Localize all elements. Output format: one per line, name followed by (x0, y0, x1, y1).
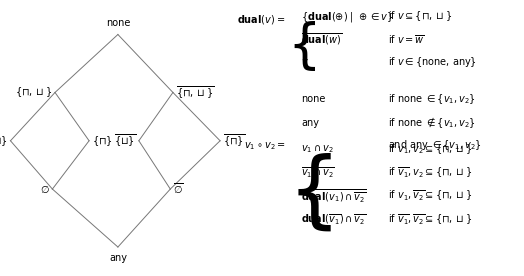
Text: if none $\notin \{v_1, v_2\}$: if none $\notin \{v_1, v_2\}$ (388, 115, 476, 130)
Text: $\overline{\{\sqcap\}}$: $\overline{\{\sqcap\}}$ (223, 132, 245, 149)
Text: $\{\sqcup\}$: $\{\sqcup\}$ (0, 134, 8, 148)
Text: none: none (106, 18, 130, 28)
Text: $v_1 \circ v_2 =$: $v_1 \circ v_2 =$ (244, 140, 286, 152)
Text: $\overline{\mathbf{dual}(v_1) \cap \overline{v_2}}$: $\overline{\mathbf{dual}(v_1) \cap \over… (301, 187, 366, 205)
Text: if $\overline{v_1}, v_2 \subseteq \{\sqcap, \sqcup\}$: if $\overline{v_1}, v_2 \subseteq \{\sqc… (388, 165, 472, 180)
Text: $\{\sqcap\}$: $\{\sqcap\}$ (92, 134, 113, 148)
Text: if $v_1, \overline{v_2} \subseteq \{\sqcap, \sqcup\}$: if $v_1, \overline{v_2} \subseteq \{\sqc… (388, 189, 472, 203)
Text: if $v = \overline{w}$: if $v = \overline{w}$ (388, 33, 425, 46)
Text: if $v \in \{$none, any$\}$: if $v \in \{$none, any$\}$ (388, 55, 477, 69)
Text: $\varnothing$: $\varnothing$ (40, 183, 50, 195)
Text: and any $\in \{v_1, v_2\}$: and any $\in \{v_1, v_2\}$ (388, 139, 482, 152)
Text: $v$: $v$ (301, 57, 309, 67)
Text: any: any (301, 118, 319, 128)
Text: $\left\{\ \right.$: $\left\{\ \right.$ (287, 152, 332, 234)
Text: if $v_1, v_2 \subseteq \{\sqcap, \sqcup\}$: if $v_1, v_2 \subseteq \{\sqcap, \sqcup\… (388, 142, 472, 156)
Text: $\{\sqcap, \sqcup\}$: $\{\sqcap, \sqcup\}$ (15, 86, 52, 99)
Text: $\mathbf{dual}(\overline{v_1}) \cap \overline{v_2}$: $\mathbf{dual}(\overline{v_1}) \cap \ove… (301, 212, 366, 227)
Text: if $\overline{v_1}, \overline{v_2} \subseteq \{\sqcap, \sqcup\}$: if $\overline{v_1}, \overline{v_2} \subs… (388, 212, 472, 227)
Text: if none $\in \{v_1, v_2\}$: if none $\in \{v_1, v_2\}$ (388, 92, 476, 106)
Text: if $v \subseteq \{\sqcap, \sqcup\}$: if $v \subseteq \{\sqcap, \sqcup\}$ (388, 10, 452, 23)
Text: none: none (301, 94, 326, 104)
Text: $\overline{\{\sqcap, \sqcup\}}$: $\overline{\{\sqcap, \sqcup\}}$ (176, 84, 214, 101)
Text: $\overline{v_1 \cap v_2}$: $\overline{v_1 \cap v_2}$ (301, 165, 335, 180)
Text: any: any (109, 253, 127, 263)
Text: $\{\mathbf{dual}(\oplus)\ |\ \oplus \in v\}$: $\{\mathbf{dual}(\oplus)\ |\ \oplus \in … (301, 10, 394, 23)
Text: $\overline{\mathbf{dual}(w)}$: $\overline{\mathbf{dual}(w)}$ (301, 31, 343, 47)
Text: $\overline{\{\sqcup\}}$: $\overline{\{\sqcup\}}$ (114, 132, 136, 149)
Text: $\mathbf{dual}(v) =$: $\mathbf{dual}(v) =$ (237, 13, 286, 26)
Text: $\overline{\varnothing}$: $\overline{\varnothing}$ (173, 182, 183, 197)
Text: $\left\{\ \right.$: $\left\{\ \right.$ (287, 18, 316, 73)
Text: $v_1 \cap v_2$: $v_1 \cap v_2$ (301, 143, 334, 155)
